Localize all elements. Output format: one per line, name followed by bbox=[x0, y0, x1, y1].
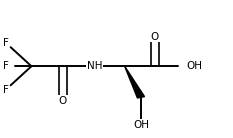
Polygon shape bbox=[125, 66, 144, 98]
Text: OH: OH bbox=[186, 61, 202, 71]
Text: O: O bbox=[151, 32, 159, 42]
Text: F: F bbox=[3, 38, 9, 48]
Text: F: F bbox=[3, 85, 9, 95]
Text: O: O bbox=[59, 96, 67, 106]
Text: OH: OH bbox=[133, 120, 149, 130]
Text: NH: NH bbox=[87, 61, 102, 71]
Text: F: F bbox=[3, 61, 9, 71]
